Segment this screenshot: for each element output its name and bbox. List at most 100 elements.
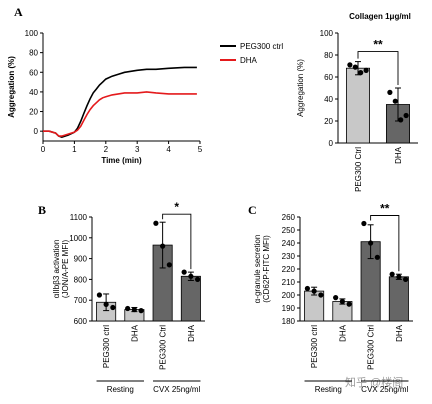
data-point (138, 308, 144, 314)
data-point (358, 70, 364, 76)
significance-bracket (370, 215, 400, 272)
data-point (402, 276, 409, 282)
panel-label-a: A (14, 5, 23, 19)
y-tick-label: 220 (282, 265, 296, 274)
x-tick-label: 3 (135, 145, 140, 154)
bar (345, 67, 370, 144)
bar (180, 275, 201, 322)
y-tick-label: 20 (324, 117, 333, 126)
chart-title: Collagen 1μg/ml (349, 12, 411, 21)
bar-chart-collagen: 0 20 40 60 80 100 Aggregation (%) Collagen 1μg/… (296, 12, 418, 192)
y-tick-label: 210 (282, 278, 296, 287)
data-point (103, 301, 109, 307)
category-label: DHA (395, 324, 404, 342)
data-point (131, 306, 137, 313)
y-axis-label: α-granule secretion (253, 235, 262, 304)
significance-label: * (174, 200, 179, 214)
data-point (318, 292, 324, 298)
y-tick-label: 240 (282, 239, 296, 248)
y-tick-label: 0 (34, 127, 39, 136)
category-label: DHA (338, 324, 347, 342)
category-label: PEG300 ctrl (102, 325, 111, 368)
series-line-1 (43, 91, 197, 137)
data-point (153, 220, 159, 226)
data-point (304, 285, 311, 292)
data-point (160, 243, 166, 249)
y-axis-label: (JON/A-PE MFI) (61, 240, 70, 299)
y-tick-label: 200 (282, 291, 296, 300)
group-label: CVX 25ng/ml (361, 385, 408, 394)
panel-label-c: C (248, 203, 257, 217)
category-label: PEG300 Ctrl (354, 147, 363, 192)
group-label: CVX 25ng/ml (153, 385, 200, 394)
y-tick-label: 1000 (69, 234, 87, 243)
y-axis-label: αIIbβ3 activation (52, 240, 61, 299)
data-point (389, 271, 395, 277)
y-tick-label: 60 (29, 68, 38, 77)
y-tick-label: 250 (282, 226, 296, 235)
category-label: PEG300 Ctrl (159, 325, 168, 370)
data-point (166, 262, 172, 268)
category-label: DHA (394, 146, 403, 164)
data-point (403, 112, 409, 119)
group-label: Resting (107, 385, 134, 394)
significance-bracket (357, 51, 399, 85)
category-label: PEG300 Ctrl (367, 325, 376, 370)
y-tick-label: 700 (74, 296, 88, 305)
data-point (363, 67, 369, 73)
data-point (347, 62, 353, 68)
y-tick-label: 0 (329, 139, 334, 148)
y-axis-label: Aggregation (%) (296, 59, 305, 117)
x-tick-label: 4 (166, 145, 171, 154)
y-tick-label: 900 (74, 255, 88, 264)
y-tick-label: 1100 (70, 213, 88, 222)
data-point (125, 305, 131, 312)
data-point (110, 304, 116, 311)
bar-chart-integrin-activation: 600 700 800 900 1000 1100 αIIbβ3 activation (JO… (52, 200, 205, 394)
y-tick-label: 800 (74, 275, 88, 284)
data-point (387, 89, 393, 95)
bar-chart-granule-secretion: 180 190 200 210 220 230 240 250 260 α-granule sec… (253, 202, 413, 394)
data-point (339, 298, 345, 305)
y-tick-label: 60 (324, 73, 333, 82)
legend-label-1: DHA (240, 56, 258, 65)
y-axis-label: Aggregation (%) (7, 56, 16, 118)
y-tick-label: 190 (282, 304, 296, 313)
data-point (374, 254, 380, 260)
data-point (194, 276, 201, 282)
panel-label-b: B (38, 203, 46, 217)
x-tick-label: 1 (72, 145, 77, 154)
data-point (346, 301, 352, 307)
watermark: 知乎 @楼阁 (345, 375, 403, 389)
y-tick-label: 40 (324, 95, 333, 104)
data-point (311, 288, 317, 294)
x-tick-label: 2 (104, 145, 109, 154)
data-point (333, 295, 339, 301)
y-tick-label: 100 (320, 29, 334, 38)
x-tick-label: 0 (41, 145, 46, 154)
data-point (352, 64, 358, 70)
data-point (181, 269, 187, 275)
data-point (96, 292, 103, 298)
significance-label: ** (373, 38, 383, 52)
series-line-0 (43, 66, 197, 138)
y-tick-label: 100 (25, 29, 39, 38)
x-tick-label: 5 (198, 145, 203, 154)
line-chart-aggregation-time: 0 20 40 60 80 100 0 1 2 3 4 5 Time (min) Aggregation … (7, 29, 283, 165)
data-point (392, 98, 398, 104)
y-tick-label: 20 (29, 108, 38, 117)
y-tick-label: 40 (29, 88, 38, 97)
significance-bracket (162, 213, 192, 270)
data-point (188, 273, 194, 279)
category-label: PEG300 ctrl (310, 325, 319, 368)
group-label: Resting (315, 385, 342, 394)
y-tick-label: 600 (74, 317, 88, 326)
y-tick-label: 80 (324, 51, 333, 60)
bar (388, 276, 409, 322)
data-point (396, 274, 402, 280)
y-axis-label: (CD62P-FITC MFI) (262, 235, 271, 303)
data-point (398, 117, 404, 123)
significance-label: ** (380, 202, 390, 216)
category-label: DHA (187, 324, 196, 342)
y-tick-label: 80 (29, 49, 38, 58)
